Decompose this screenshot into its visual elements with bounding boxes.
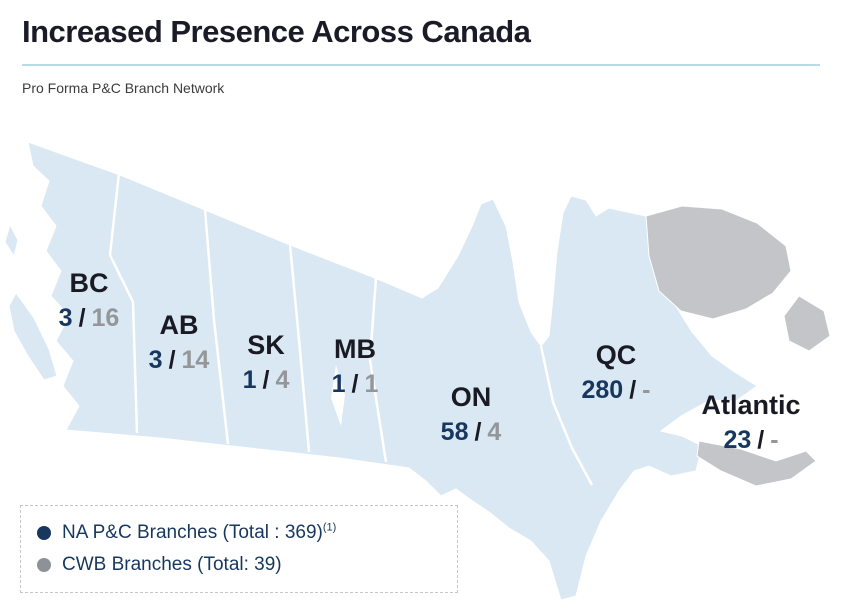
province-label-sk: SK 1/4 <box>243 328 290 397</box>
na-branch-count: 3 <box>148 345 163 374</box>
lake-winnipeg <box>331 365 345 426</box>
legend-label-na: NA P&C Branches (Total : 369)(1) <box>62 522 336 544</box>
map-region-newfoundland <box>783 295 831 352</box>
na-branches-dot-icon <box>37 526 51 540</box>
legend-label-text: CWB Branches (Total: 39) <box>62 554 282 575</box>
na-branch-count: 58 <box>440 417 469 446</box>
map-region-mainland <box>27 141 758 601</box>
legend: NA P&C Branches (Total : 369)(1) CWB Bra… <box>20 505 458 593</box>
province-label-mb: MB 1/1 <box>332 332 379 401</box>
na-branch-count: 23 <box>723 425 752 454</box>
province-name: BC <box>69 268 109 298</box>
province-label-qc: QC 280/- <box>582 338 651 407</box>
footnote-marker: (1) <box>322 521 337 534</box>
na-branch-count: 1 <box>242 365 257 394</box>
cwb-branch-count: 14 <box>181 345 210 374</box>
map-region-nova-scotia <box>696 440 817 487</box>
cwb-branches-dot-icon <box>37 558 51 572</box>
map-region-labrador <box>645 205 792 320</box>
cwb-branch-count: 4 <box>487 417 502 446</box>
province-label-ab: AB 3/14 <box>149 308 210 377</box>
count-separator: / <box>474 417 482 446</box>
province-name: Atlantic <box>701 390 801 420</box>
count-separator: / <box>757 425 765 454</box>
title-divider <box>22 64 820 66</box>
province-name: SK <box>247 330 285 360</box>
count-separator: / <box>262 365 270 394</box>
province-name: AB <box>159 310 199 340</box>
province-branch-counts: 58/4 <box>441 416 502 449</box>
province-borders <box>108 172 594 486</box>
page-subtitle: Pro Forma P&C Branch Network <box>22 80 225 96</box>
map-region-haida-gwaii <box>4 223 19 258</box>
province-branch-counts: 280/- <box>582 374 651 407</box>
province-label-on: ON 58/4 <box>441 380 502 449</box>
na-branch-count: 1 <box>331 369 346 398</box>
province-label-atlantic: Atlantic 23/- <box>701 388 800 457</box>
province-branch-counts: 3/14 <box>149 344 210 377</box>
legend-label-cwb: CWB Branches (Total: 39) <box>62 554 282 576</box>
legend-item-cwb-branches: CWB Branches (Total: 39) <box>37 554 441 576</box>
count-separator: / <box>629 375 637 404</box>
province-branch-counts: 3/16 <box>59 302 120 335</box>
cwb-branch-count: 4 <box>275 365 290 394</box>
count-separator: / <box>351 369 359 398</box>
province-name: ON <box>450 382 492 412</box>
province-branch-counts: 23/- <box>701 424 800 457</box>
count-separator: / <box>78 303 86 332</box>
count-separator: / <box>168 345 176 374</box>
na-branch-count: 280 <box>581 375 624 404</box>
province-branch-counts: 1/1 <box>332 368 379 401</box>
map-region-vancouver-island <box>8 292 58 381</box>
legend-label-text: NA P&C Branches (Total : 369) <box>62 522 323 543</box>
cwb-branch-count: 16 <box>91 303 120 332</box>
province-label-bc: BC 3/16 <box>59 266 120 335</box>
province-branch-counts: 1/4 <box>243 364 290 397</box>
province-name: QC <box>595 340 637 370</box>
na-branch-count: 3 <box>58 303 73 332</box>
cwb-branch-count: 1 <box>364 369 379 398</box>
legend-item-na-branches: NA P&C Branches (Total : 369)(1) <box>37 522 441 544</box>
page-title: Increased Presence Across Canada <box>22 14 531 49</box>
cwb-branch-count: - <box>770 425 779 454</box>
province-name: MB <box>333 334 376 364</box>
cwb-branch-count: - <box>642 375 651 404</box>
